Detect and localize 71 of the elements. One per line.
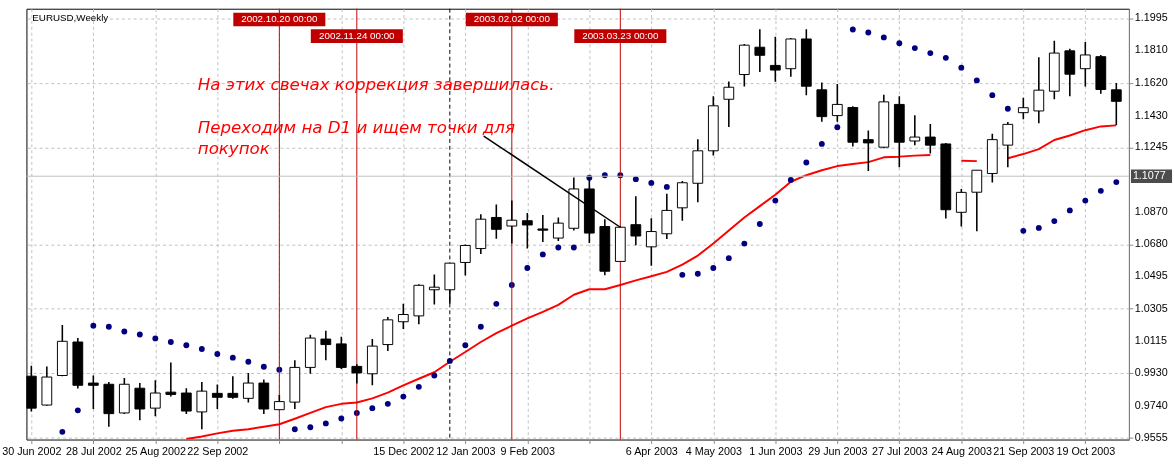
- candlestick: [1064, 47, 1076, 98]
- candlestick: [87, 374, 99, 410]
- y-tick-label: 1.1620: [1134, 75, 1168, 88]
- x-tick-label: 12 Jan 2003: [436, 444, 496, 457]
- candlestick: [955, 188, 967, 228]
- x-tick-label: 15 Dec 2002: [373, 444, 435, 457]
- candlestick: [490, 203, 502, 240]
- x-tick-label: 24 Aug 2003: [931, 444, 993, 457]
- x-tick-label: 1 Jun 2003: [749, 444, 803, 457]
- y-tick-label: 0.9930: [1134, 366, 1168, 379]
- y-tick-label: 1.0870: [1134, 204, 1168, 217]
- x-tick-label: 25 Aug 2002: [125, 444, 187, 457]
- candlestick: [862, 129, 874, 172]
- candlestick: [537, 214, 549, 243]
- candlestick: [134, 382, 146, 421]
- candlestick: [831, 83, 843, 123]
- y-tick-label: 1.1245: [1134, 140, 1168, 153]
- y-tick-label: 1.1430: [1134, 108, 1168, 121]
- x-tick-label: 28 Jul 2002: [65, 444, 122, 457]
- candlestick: [645, 217, 657, 267]
- candlestick: [459, 243, 471, 277]
- x-tick-label: 19 Oct 2003: [1056, 444, 1116, 457]
- x-tick-label: 9 Feb 2003: [500, 444, 556, 457]
- candlestick: [211, 383, 223, 410]
- candlestick: [397, 303, 409, 330]
- candlestick: [1017, 96, 1029, 120]
- candlestick: [521, 212, 533, 250]
- ref-line-label: 1.1077: [1132, 169, 1166, 182]
- ref-line-label: 2002.10.20 00:00: [241, 13, 318, 25]
- ref-line-label: 2003.03.23 00:00: [582, 30, 659, 42]
- candlestick: [1110, 82, 1122, 126]
- candlestick: [242, 372, 254, 404]
- candlestick: [335, 335, 347, 370]
- ref-line-label: 2002.11.24 00:00: [319, 30, 396, 42]
- x-tick-label: 6 Apr 2003: [625, 444, 678, 457]
- candlestick: [661, 192, 673, 240]
- y-tick-label: 1.0680: [1134, 237, 1168, 250]
- candlestick: [723, 80, 735, 128]
- candlestick: [165, 361, 177, 398]
- candlestick: [351, 363, 363, 385]
- candlestick: [149, 379, 161, 417]
- candlestick: [196, 381, 208, 431]
- ref-line-label: 2003.02.02 00:00: [473, 13, 551, 25]
- candlestick: [320, 330, 332, 361]
- x-tick-label: 30 Jun 2002: [2, 444, 62, 457]
- candlestick: [924, 123, 936, 155]
- x-tick-label: 4 May 2003: [685, 444, 742, 457]
- y-tick-label: 0.9555: [1134, 430, 1168, 443]
- candlestick: [506, 199, 518, 245]
- candlestick: [552, 216, 564, 242]
- chart-title: EURUSD,Weekly: [32, 12, 109, 24]
- candlestick: [1002, 121, 1014, 168]
- y-tick-label: 1.0305: [1134, 301, 1168, 314]
- candlestick: [909, 114, 921, 146]
- candlestick: [971, 169, 983, 232]
- x-tick-label: 27 Jul 2003: [871, 444, 928, 457]
- y-tick-label: 1.0115: [1134, 334, 1167, 347]
- x-tick-label: 21 Sep 2003: [993, 444, 1055, 457]
- candlestick: [227, 375, 239, 400]
- candlestick: [1079, 41, 1091, 88]
- candlestick: [769, 35, 781, 83]
- y-tick-label: 1.0495: [1134, 269, 1168, 282]
- candlestick: [754, 28, 766, 73]
- candlestick: [180, 387, 192, 415]
- y-tick-label: 1.1995: [1134, 11, 1168, 24]
- candlestick: [1033, 56, 1045, 124]
- y-tick-label: 0.9740: [1134, 398, 1168, 411]
- y-tick-label: 1.1810: [1134, 43, 1168, 56]
- x-tick-label: 22 Sep 2002: [187, 444, 249, 457]
- candlestick: [630, 195, 642, 247]
- x-tick-label: 29 Jun 2003: [808, 444, 868, 457]
